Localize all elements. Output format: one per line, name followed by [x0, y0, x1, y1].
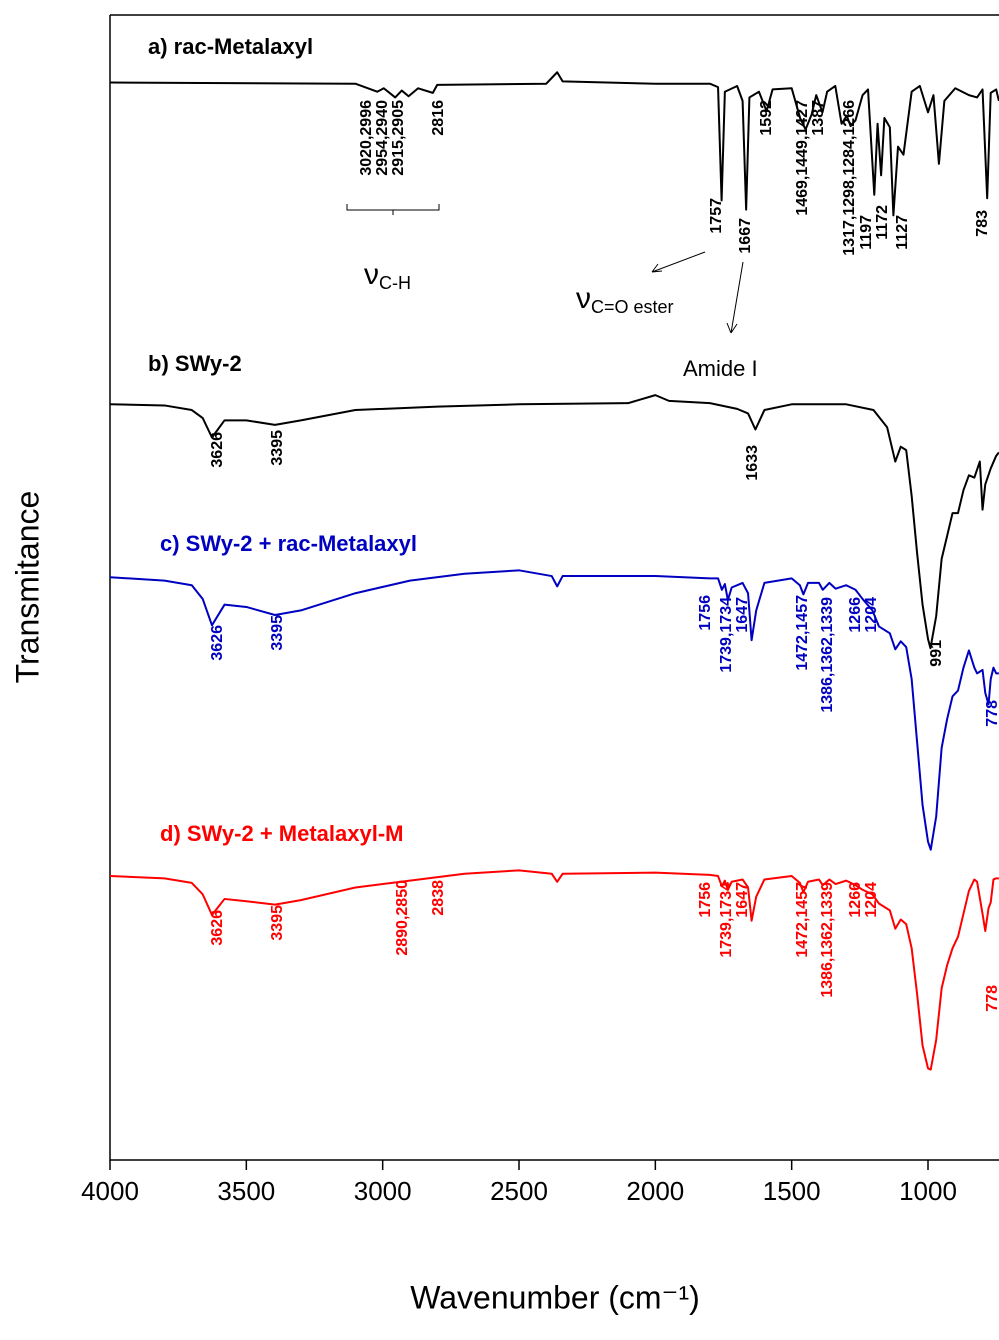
- x-tick-label: 1000: [899, 1176, 957, 1206]
- series-label: a) rac-Metalaxyl: [148, 34, 313, 59]
- peak-label: 1756: [697, 882, 714, 918]
- peak-label: 1756: [697, 595, 714, 631]
- peak-label: 2816: [430, 100, 447, 136]
- peak-label: 1204: [863, 882, 880, 918]
- peak-label: 2838: [430, 880, 447, 916]
- series-label: b) SWy-2: [148, 351, 242, 376]
- peak-label: 3395: [269, 430, 286, 466]
- x-tick-label: 2000: [626, 1176, 684, 1206]
- peak-label: 1387: [810, 100, 827, 136]
- peak-label: 1469,1449,1427: [794, 100, 811, 216]
- series-label: c) SWy-2 + rac-Metalaxyl: [160, 531, 417, 556]
- peak-label: 1386,1362,1339: [819, 597, 836, 713]
- peak-label: 991: [928, 640, 945, 667]
- spectrum-line: [109, 569, 999, 851]
- peak-label: 3626: [209, 432, 226, 468]
- peak-label: 1204: [863, 597, 880, 633]
- peak-label: 1472,1457: [794, 595, 811, 671]
- peak-label: 2890,2850: [394, 880, 411, 956]
- x-tick-label: 2500: [490, 1176, 548, 1206]
- peak-label: 1197: [858, 215, 875, 250]
- annotation: νC-H: [364, 258, 411, 293]
- peak-label: 2954,2940: [374, 100, 391, 176]
- peak-label: 1647: [734, 882, 751, 918]
- peak-label: 3626: [209, 910, 226, 946]
- peak-label: 1739,1734: [718, 882, 735, 958]
- annotation: Amide I: [683, 356, 758, 381]
- peak-label: 1317,1298,1284,1266: [841, 100, 858, 256]
- spectrum-line: [109, 869, 999, 1071]
- peak-label: 1739,1734: [718, 597, 735, 673]
- arrow: [726, 261, 744, 334]
- peak-label: 1757: [708, 198, 725, 234]
- spectrum-line: [109, 71, 999, 217]
- peak-label: 778: [984, 985, 999, 1012]
- peak-label: 1386,1362,1339: [819, 882, 836, 998]
- peak-label: 3626: [209, 625, 226, 661]
- peak-label: 1633: [744, 445, 761, 481]
- peak-label: 1266: [847, 882, 864, 918]
- peak-label: 1667: [737, 218, 754, 254]
- x-tick-label: 3500: [217, 1176, 275, 1206]
- x-tick-label: 3000: [354, 1176, 412, 1206]
- x-tick-label: 4000: [81, 1176, 139, 1206]
- peak-label: 1592: [758, 100, 775, 136]
- peak-label: 778: [984, 700, 999, 727]
- arrow: [651, 251, 706, 273]
- bracket: [346, 204, 440, 215]
- peak-label: 3395: [269, 615, 286, 651]
- series-label: d) SWy-2 + Metalaxyl-M: [160, 821, 404, 846]
- peak-label: 2915,2905: [390, 100, 407, 176]
- y-axis-label: Transmitance: [9, 491, 45, 684]
- spectrum-line: [109, 394, 999, 650]
- annotation: νC=O ester: [576, 282, 674, 317]
- x-tick-label: 1500: [763, 1176, 821, 1206]
- peak-label: 1172: [874, 205, 891, 240]
- peak-label: 1472,1457: [794, 882, 811, 958]
- peak-label: 1266: [847, 597, 864, 633]
- peak-label: 3395: [269, 905, 286, 941]
- x-axis-label: Wavenumber (cm⁻¹): [410, 1279, 700, 1315]
- peak-label: 1127: [894, 215, 911, 250]
- peak-label: 3020,2996: [358, 100, 375, 176]
- peak-label: 1647: [734, 597, 751, 633]
- peak-label: 783: [974, 210, 991, 237]
